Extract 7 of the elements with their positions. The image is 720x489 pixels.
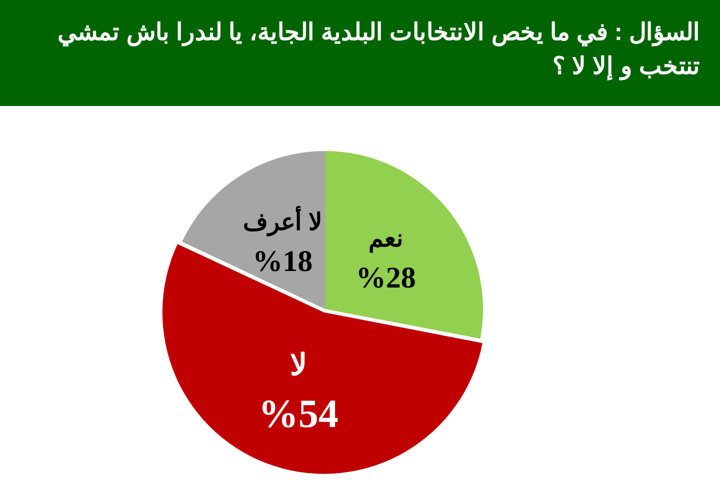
data-label: %54 bbox=[258, 391, 338, 436]
data-label: %18 bbox=[252, 245, 313, 278]
slice-label: نعم bbox=[368, 225, 404, 254]
slice-label: لا أعرف bbox=[242, 204, 323, 237]
data-label: %28 bbox=[356, 261, 416, 294]
chart-title: السؤال : في ما يخص الانتخابات البلدية الجاية، يا لندرا باش تمشي تنتخب و إلا لا ؟ bbox=[0, 0, 720, 106]
slice-label: لا bbox=[290, 349, 307, 382]
